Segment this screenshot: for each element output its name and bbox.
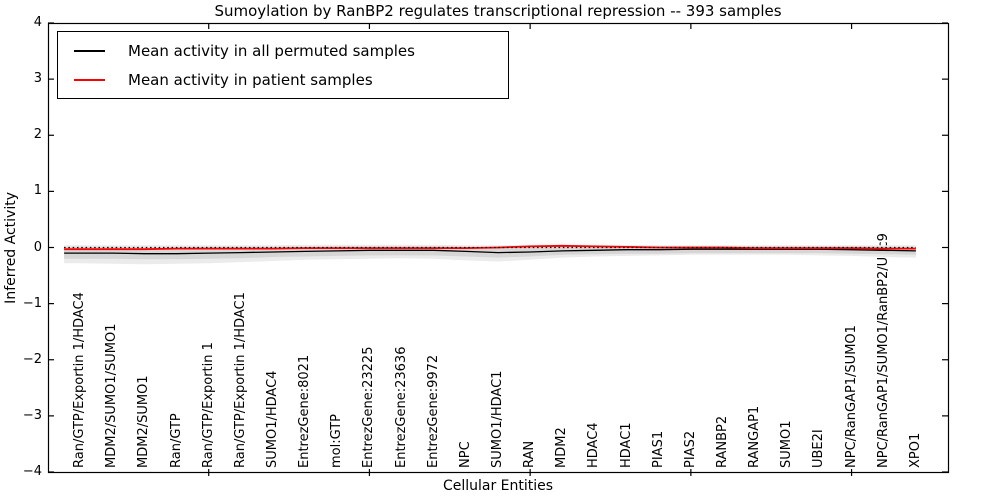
x-tick-label: Ran/GTP/Exportin 1/HDAC4 [72,292,88,468]
y-tick-label: 3 [33,71,42,87]
y-tick-label: 2 [33,127,42,143]
y-tick-label: −2 [22,351,42,367]
legend-entry-permuted: Mean activity in all permuted samples [58,41,508,61]
x-tick-label: PIAS2 [682,430,698,468]
x-tick-label: MDM2/SUMO1 [136,375,152,468]
x-tick-label: EntrezGene:23636 [393,346,409,468]
x-tick-label: RAN [522,440,538,468]
y-tick-label: 4 [33,15,42,30]
x-tick-label: RANBP2 [715,415,730,468]
y-tick-label: −3 [22,407,42,423]
legend: Mean activity in all permuted samples Me… [57,31,509,99]
legend-label-permuted: Mean activity in all permuted samples [128,41,415,60]
legend-label-patient: Mean activity in patient samples [128,70,373,89]
x-tick-label: PIAS1 [650,430,666,468]
chart-title: Sumoylation by RanBP2 regulates transcri… [214,2,782,20]
confidence-band-permuted-range-outer [64,244,916,265]
x-tick-label: Ran/GTP/Exportin 1 [200,342,216,468]
patient-mean-line [64,244,916,251]
x-tick-label: SUMO1/HDAC1 [490,370,505,468]
x-tick-label: EntrezGene:8021 [297,354,313,468]
legend-line-permuted-icon [74,49,105,52]
x-tick-label: XPO1 [907,432,923,468]
x-tick-label: NPC [457,441,473,468]
confidence-band-permuted-range-inner [64,246,916,260]
y-tick-label: 1 [33,183,42,199]
x-tick-label: EntrezGene:23225 [361,346,377,468]
x-tick-label: NPC/RanGAP1/SUMO1/RanBP2/Ubc9 [875,233,891,468]
x-tick-label: Ran/GTP/Exportin 1/HDAC1 [232,292,248,468]
x-tick-label: HDAC1 [618,422,634,468]
permuted-mean-line [64,248,916,255]
x-tick-label: Ran/GTP [168,413,184,468]
legend-entry-patient: Mean activity in patient samples [58,70,508,90]
x-tick-label: SUMO1/HDAC4 [265,370,280,468]
x-tick-label: MDM2 [554,427,570,468]
x-tick-label: SUMO1 [779,420,795,469]
y-tick-label: −4 [22,464,42,479]
x-tick-label: UBE2I [811,429,827,468]
x-tick-label: EntrezGene:9972 [425,354,441,468]
x-tick-label: HDAC4 [586,422,602,468]
x-tick-label: MDM2/SUMO1/SUMO1 [104,323,120,468]
x-axis-label: Cellular Entities [442,478,554,494]
legend-line-patient-icon [74,78,105,81]
y-tick-label: 0 [33,239,42,255]
x-tick-label: NPC/RanGAP1/SUMO1 [843,325,859,468]
x-tick-label: RANGAP1 [747,405,763,468]
y-tick-label: −1 [22,295,42,311]
x-tick-label: mol:GTP [329,414,345,468]
